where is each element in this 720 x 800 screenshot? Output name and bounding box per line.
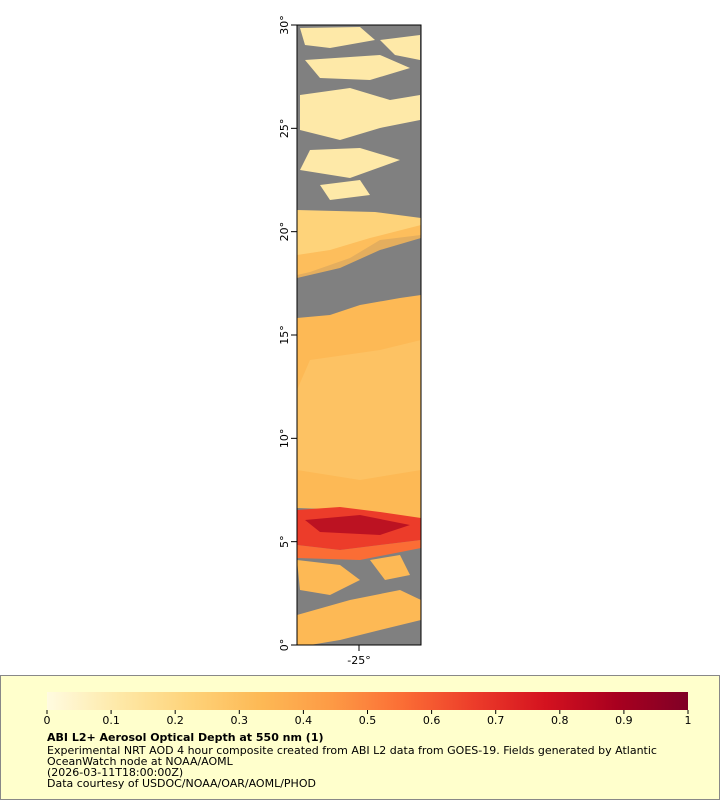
y-tick-label: 5°: [278, 535, 291, 548]
legend-note: (2026-03-11T18:00:00Z): [47, 766, 183, 779]
y-tick-label: 15°: [278, 325, 291, 345]
colorbar-tick-label: 0.7: [487, 714, 505, 727]
colorbar-tick-label: 1: [685, 714, 692, 727]
y-tick-label: 25°: [278, 119, 291, 139]
legend-note: OceanWatch node at NOAA/AOML: [47, 755, 234, 768]
colorbar-tick-label: 0.9: [615, 714, 633, 727]
colorbar-tick-label: 0.1: [102, 714, 120, 727]
legend-note: Experimental NRT AOD 4 hour composite cr…: [47, 744, 657, 757]
colorbar: [47, 692, 688, 710]
y-tick-label: 20°: [278, 222, 291, 242]
colorbar-tick-label: 0: [44, 714, 51, 727]
colorbar-tick-label: 0.6: [423, 714, 441, 727]
y-tick-label: 30°: [278, 15, 291, 35]
axes: 0° 5° 10° 15° 20° 25° 30° -25°: [278, 15, 371, 667]
colorbar-tick-label: 0.4: [295, 714, 313, 727]
colorbar-tick-label: 0.2: [166, 714, 184, 727]
x-tick-label: -25°: [347, 654, 370, 667]
map-raster: [296, 24, 422, 646]
colorbar-tick-label: 0.3: [231, 714, 249, 727]
y-tick-label: 0°: [278, 639, 291, 652]
y-tick-label: 10°: [278, 429, 291, 449]
colorbar-tick-label: 0.5: [359, 714, 377, 727]
legend-title: ABI L2+ Aerosol Optical Depth at 550 nm …: [47, 731, 324, 744]
legend-note: Data courtesy of USDOC/NOAA/OAR/AOML/PHO…: [47, 777, 316, 790]
colorbar-tick-label: 0.8: [551, 714, 569, 727]
